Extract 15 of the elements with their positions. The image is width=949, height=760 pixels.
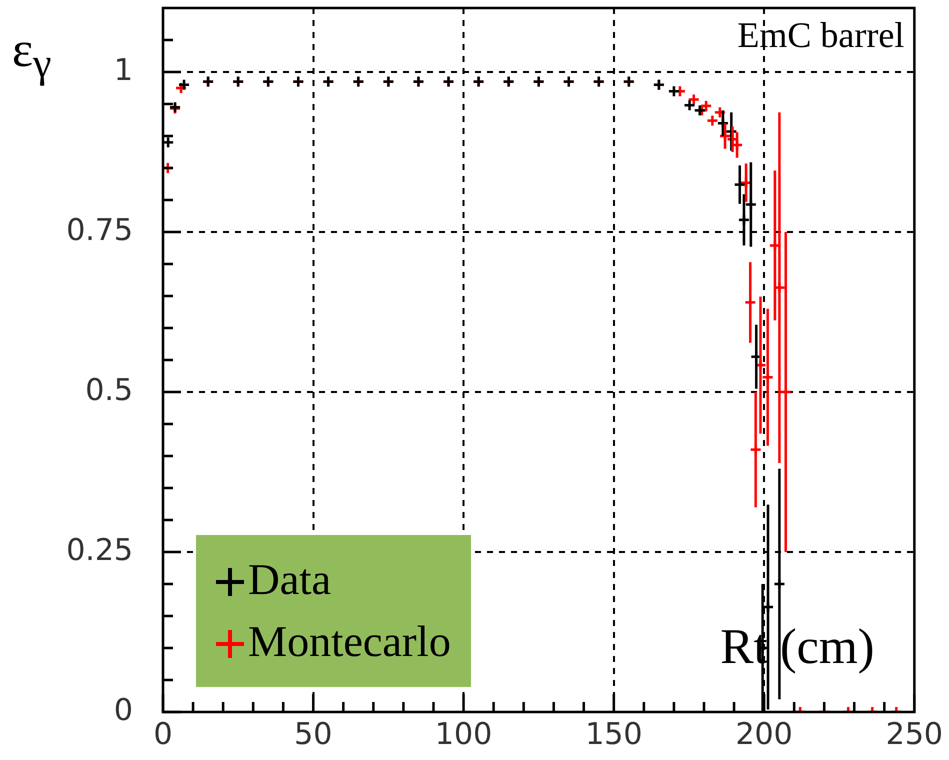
legend-label: Data bbox=[248, 555, 332, 604]
annotation: EmC barrel bbox=[737, 14, 904, 56]
y-tick-label: 0.5 bbox=[85, 372, 133, 408]
y-tick-label: 1 bbox=[114, 52, 133, 88]
legend-label: Montecarlo bbox=[248, 617, 451, 666]
x-tick-label: 100 bbox=[434, 716, 492, 752]
x-tick-label: 50 bbox=[294, 716, 332, 752]
x-tick-label: 250 bbox=[886, 716, 943, 752]
y-tick-label: 0 bbox=[114, 692, 133, 728]
y-axis-title: ε$_{γ}$ bbox=[12, 20, 52, 88]
y-tick-label: 0.75 bbox=[66, 212, 133, 248]
x-tick-label: 200 bbox=[735, 716, 793, 752]
x-tick-label: 0 bbox=[153, 716, 173, 752]
y-tick-label: 0.25 bbox=[66, 532, 133, 568]
x-tick-label: 150 bbox=[585, 716, 642, 752]
